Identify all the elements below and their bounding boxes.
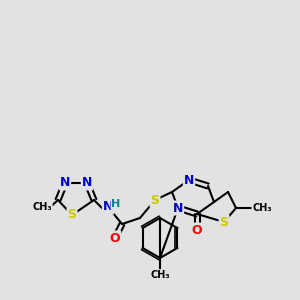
Text: N: N — [173, 202, 183, 214]
Text: N: N — [60, 176, 70, 190]
Text: O: O — [192, 224, 202, 236]
Text: CH₃: CH₃ — [150, 270, 170, 280]
Text: S: S — [68, 208, 76, 221]
Text: N: N — [184, 173, 194, 187]
Text: CH₃: CH₃ — [32, 202, 52, 212]
Text: N: N — [103, 200, 113, 214]
Text: CH₃: CH₃ — [252, 203, 272, 213]
Text: S: S — [151, 194, 160, 206]
Text: N: N — [82, 176, 92, 190]
Text: O: O — [110, 232, 120, 244]
Text: H: H — [111, 199, 121, 209]
Text: S: S — [220, 215, 229, 229]
